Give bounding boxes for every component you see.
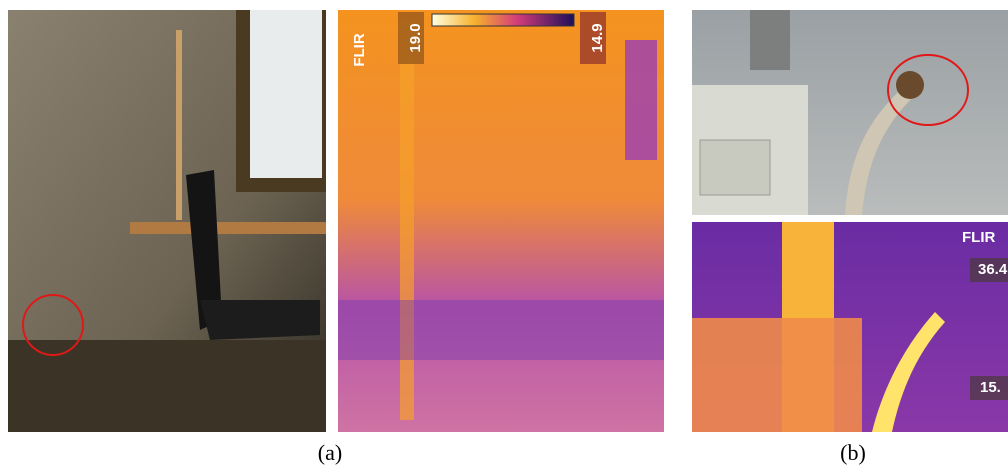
scale-max: 19.0	[407, 23, 424, 52]
duct	[750, 10, 790, 70]
caption: (b)	[840, 440, 866, 465]
outdoor-photo	[692, 10, 1008, 215]
cold-floor-band	[338, 300, 664, 360]
thermal-image-a: 19.0 14.9 FLIR	[338, 10, 664, 432]
brand-logo: FLIR	[962, 229, 995, 246]
scale-min: 15.	[980, 379, 1001, 396]
thermal-image-b: 36.4 15. FLIR	[692, 222, 1008, 432]
page: {"panel_a": {"thermal_brand": "FLIR", "s…	[0, 0, 1008, 468]
thermal-background	[338, 10, 664, 432]
window-cold-area	[625, 40, 657, 160]
coat-rack	[176, 30, 182, 220]
scale-max: 36.4	[978, 261, 1008, 278]
chair-seat	[200, 300, 320, 340]
room-photo	[8, 10, 326, 432]
scale-bar	[432, 14, 574, 26]
brand-logo: FLIR	[351, 33, 368, 66]
caption: (a)	[318, 440, 342, 465]
desk	[130, 222, 326, 234]
ac-vent	[700, 140, 770, 195]
window	[250, 10, 322, 178]
scale-min: 14.9	[589, 23, 606, 52]
warm-ac-unit	[692, 318, 862, 432]
wall-hole	[896, 71, 924, 99]
floor	[8, 340, 326, 432]
figure: 19.0 14.9 FLIR (a) 36.4 15. FLIR (b)	[0, 0, 1008, 468]
